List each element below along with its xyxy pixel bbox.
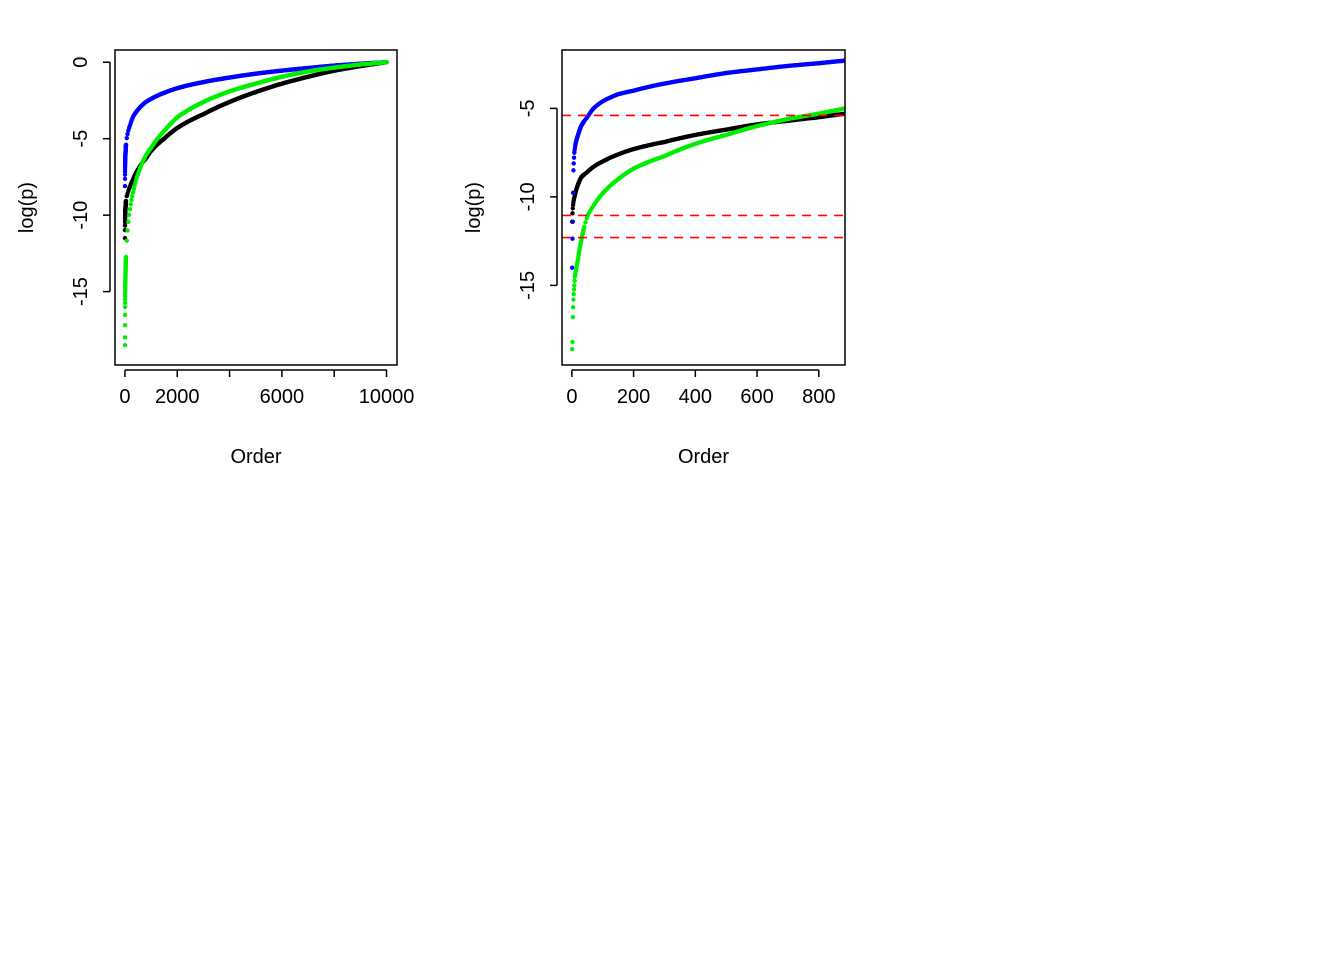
- x-tick-label: 200: [617, 386, 650, 408]
- x-tick-label: 2000: [155, 386, 200, 408]
- x-tick-label: 10000: [359, 386, 415, 408]
- x-tick-label: 600: [740, 386, 773, 408]
- data-point: [122, 342, 128, 348]
- data-point: [384, 60, 389, 65]
- data-point: [130, 193, 135, 199]
- data-point: [570, 339, 575, 345]
- data-point: [122, 335, 128, 340]
- left-panel: 0 2000 6000 10000 Order 0 -5 -10 -15 log(p): [16, 49, 415, 468]
- plot-frame: [561, 49, 846, 366]
- data-point: [122, 223, 128, 228]
- data-point: [572, 283, 577, 288]
- data-point: [571, 161, 576, 166]
- series-1: [569, 58, 845, 270]
- data-point: [571, 168, 576, 173]
- plot-area: [569, 58, 845, 352]
- data-point: [126, 219, 131, 224]
- data-point: [124, 238, 129, 243]
- data-point: [570, 236, 575, 241]
- data-point: [569, 346, 575, 352]
- y-tick-label: -15: [517, 271, 539, 300]
- x-axis: 0 2000 6000 10000 Order: [119, 369, 415, 468]
- series-2: [122, 60, 389, 348]
- data-point: [571, 297, 576, 302]
- y-axis-title: log(p): [16, 182, 38, 233]
- x-axis-title: Order: [230, 446, 281, 468]
- data-point: [129, 197, 134, 203]
- x-axis: 0 200 400 600 800 Order: [566, 369, 835, 468]
- data-point: [570, 305, 576, 310]
- data-point: [125, 228, 130, 233]
- x-axis-title: Order: [678, 446, 729, 468]
- data-point: [570, 219, 575, 224]
- data-point: [122, 300, 128, 306]
- y-axis: 0 -5 -10 -15 log(p): [16, 57, 111, 306]
- data-point: [126, 212, 132, 218]
- y-tick-label: -10: [70, 201, 92, 230]
- x-tick-label: 6000: [260, 386, 305, 408]
- y-tick-label: 0: [70, 57, 92, 68]
- y-tick-label: -10: [517, 182, 539, 211]
- data-point: [123, 198, 129, 204]
- y-tick-label: -15: [70, 277, 92, 306]
- x-tick-label: 400: [679, 386, 712, 408]
- series-1: [122, 60, 389, 189]
- data-point: [571, 155, 577, 160]
- y-axis-title: log(p): [463, 182, 485, 233]
- data-point: [570, 206, 575, 211]
- plot-area: [122, 60, 389, 348]
- data-point: [572, 278, 577, 283]
- data-point: [570, 190, 576, 195]
- data-point: [122, 176, 128, 182]
- data-point: [122, 304, 128, 310]
- data-point: [124, 135, 129, 141]
- y-tick-label: -5: [70, 130, 92, 148]
- data-point: [582, 224, 587, 230]
- data-point: [569, 265, 575, 270]
- data-point: [571, 287, 577, 292]
- x-tick-label: 0: [566, 386, 577, 408]
- data-point: [131, 186, 137, 192]
- series-0: [569, 111, 845, 224]
- data-point: [123, 254, 129, 260]
- data-point: [127, 207, 133, 212]
- data-point: [130, 190, 136, 195]
- data-point: [122, 323, 128, 328]
- data-point: [125, 131, 130, 137]
- data-point: [128, 202, 133, 207]
- y-tick-label: -5: [517, 100, 539, 118]
- data-point: [570, 211, 575, 216]
- data-point: [570, 315, 575, 320]
- series-2: [569, 106, 845, 352]
- data-point: [122, 312, 128, 318]
- data-point: [583, 220, 588, 225]
- x-tick-label: 0: [119, 386, 130, 408]
- plot-frame: [114, 49, 398, 366]
- y-axis: -5 -10 -15 log(p): [463, 100, 558, 300]
- data-point: [122, 183, 128, 189]
- x-tick-label: 800: [802, 386, 835, 408]
- series-0: [122, 60, 389, 241]
- right-panel: 0 200 400 600 800 Order -5 -10 -15 log(p): [463, 49, 846, 468]
- data-point: [123, 142, 129, 147]
- data-point: [571, 291, 576, 297]
